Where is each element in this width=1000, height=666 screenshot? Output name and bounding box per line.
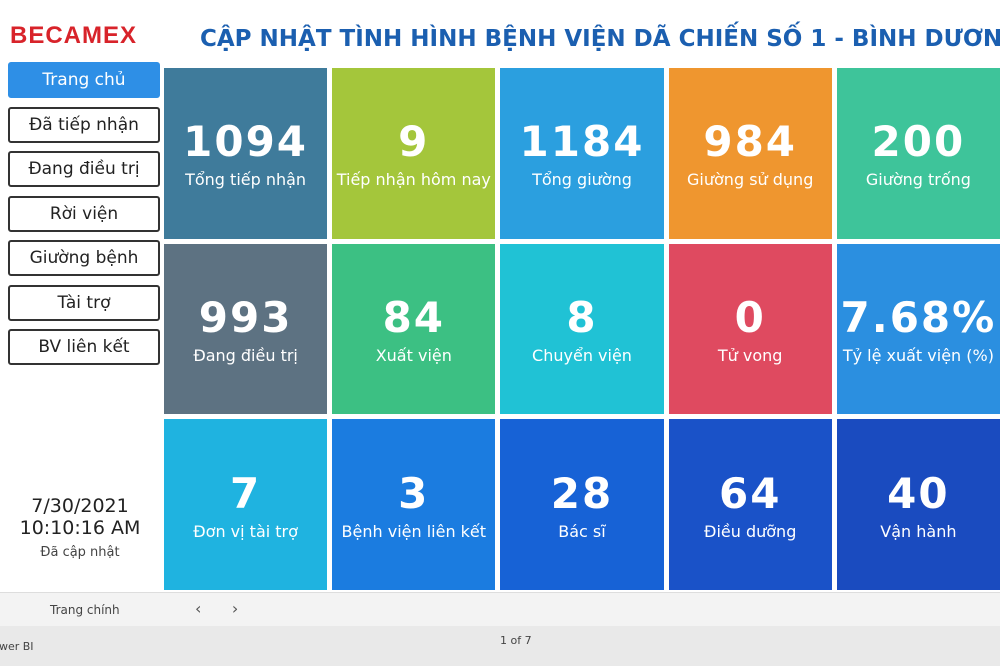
kpi-label: Chuyển viện xyxy=(532,345,632,365)
nav-menu: Trang chủ Đã tiếp nhận Đang điều trị Rời vi… xyxy=(8,62,160,374)
kpi-value: 9 xyxy=(398,117,430,167)
kpi-value: 28 xyxy=(550,468,614,518)
logo: BECAMEX xyxy=(10,22,138,49)
kpi-label: Tử vong xyxy=(717,345,783,365)
kpi-label: Điều dưỡng xyxy=(704,521,797,541)
kpi-label: Đơn vị tài trợ xyxy=(193,521,298,541)
nav-button[interactable]: Giường bệnh xyxy=(8,240,160,276)
page-arrows[interactable]: ‹ › xyxy=(195,599,239,618)
update-info: 7/30/2021 10:10:16 AM Đã cập nhật xyxy=(0,495,160,560)
update-date: 7/30/2021 xyxy=(31,495,129,517)
kpi-value: 1184 xyxy=(519,117,645,167)
kpi-tile: 0 Tử vong xyxy=(668,243,832,415)
kpi-label: Tỷ lệ xuất viện (%) xyxy=(842,345,994,365)
status-bar: Power BI 1 of 7 xyxy=(0,626,1000,666)
kpi-label: Tổng giường xyxy=(532,170,632,190)
kpi-label: Xuất viện xyxy=(375,345,452,365)
nav-button[interactable]: Trang chủ xyxy=(8,62,160,98)
kpi-tile: 7.68% Tỷ lệ xuất viện (%) xyxy=(836,243,1000,415)
kpi-value: 7 xyxy=(229,468,262,518)
nav-button[interactable]: BV liên kết xyxy=(8,329,160,365)
nav-button[interactable]: Đang điều trị xyxy=(8,151,160,187)
kpi-value: 64 xyxy=(718,468,782,518)
kpi-tile: 84 Xuất viện xyxy=(332,243,496,415)
tile-grid: 1094 Tổng tiếp nhận 9 Tiếp nhận hôm nay 1184… xyxy=(164,68,1000,590)
kpi-value: 84 xyxy=(382,292,446,342)
kpi-tile: 984 Giường sử dụng xyxy=(668,68,832,239)
kpi-tile: 8 Chuyển viện xyxy=(500,243,664,415)
kpi-value: 7.68% xyxy=(840,292,997,342)
kpi-tile: 993 Đang điều trị xyxy=(164,243,328,415)
kpi-label: Tổng tiếp nhận xyxy=(185,170,307,190)
kpi-tile: 40 Vận hành xyxy=(836,419,1000,590)
kpi-value: 984 xyxy=(703,117,798,167)
kpi-value: 1094 xyxy=(183,117,309,167)
kpi-tile: 3 Bệnh viện liên kết xyxy=(332,419,496,590)
kpi-tile: 7 Đơn vị tài trợ xyxy=(164,419,328,590)
kpi-tile: 64 Điều dưỡng xyxy=(668,419,832,590)
kpi-tile: 28 Bác sĩ xyxy=(500,419,664,590)
footer-bar: Trang chính ‹ › xyxy=(0,592,1000,627)
kpi-value: 200 xyxy=(871,117,966,167)
nav-button[interactable]: Rời viện xyxy=(8,195,160,232)
kpi-label: Tiếp nhận hôm nay xyxy=(336,170,491,190)
kpi-value: 8 xyxy=(566,292,598,342)
kpi-tile: 1184 Tổng giường xyxy=(500,68,664,239)
title: CẬP NHẬT TÌNH HÌNH BỆNH VIỆN DÃ CHIẾN SỐ… xyxy=(200,26,1000,52)
update-label: Đã cập nhật xyxy=(40,545,120,560)
kpi-label: Vận hành xyxy=(880,521,957,541)
kpi-value: 993 xyxy=(198,292,293,342)
kpi-tile: 200 Giường trống xyxy=(836,68,1000,239)
kpi-label: Bệnh viện liên kết xyxy=(341,521,487,541)
nav-button[interactable]: Đã tiếp nhận xyxy=(8,106,160,143)
page-select[interactable]: Trang chính xyxy=(50,603,120,617)
kpi-label: Giường sử dụng xyxy=(687,170,814,190)
kpi-tile: 9 Tiếp nhận hôm nay xyxy=(332,68,496,239)
kpi-value: 40 xyxy=(887,468,950,518)
kpi-value: 0 xyxy=(734,292,766,342)
kpi-label: Đang điều trị xyxy=(193,345,298,365)
kpi-label: Bác sĩ xyxy=(558,521,606,541)
kpi-tile: 1094 Tổng tiếp nhận xyxy=(164,68,328,239)
update-time: 10:10:16 AM xyxy=(19,517,141,539)
kpi-label: Giường trống xyxy=(865,170,971,190)
kpi-value: 3 xyxy=(398,468,430,518)
app-name: Power BI xyxy=(0,640,34,653)
pager[interactable]: 1 of 7 xyxy=(500,634,532,647)
nav-button[interactable]: Tài trợ xyxy=(8,284,160,321)
